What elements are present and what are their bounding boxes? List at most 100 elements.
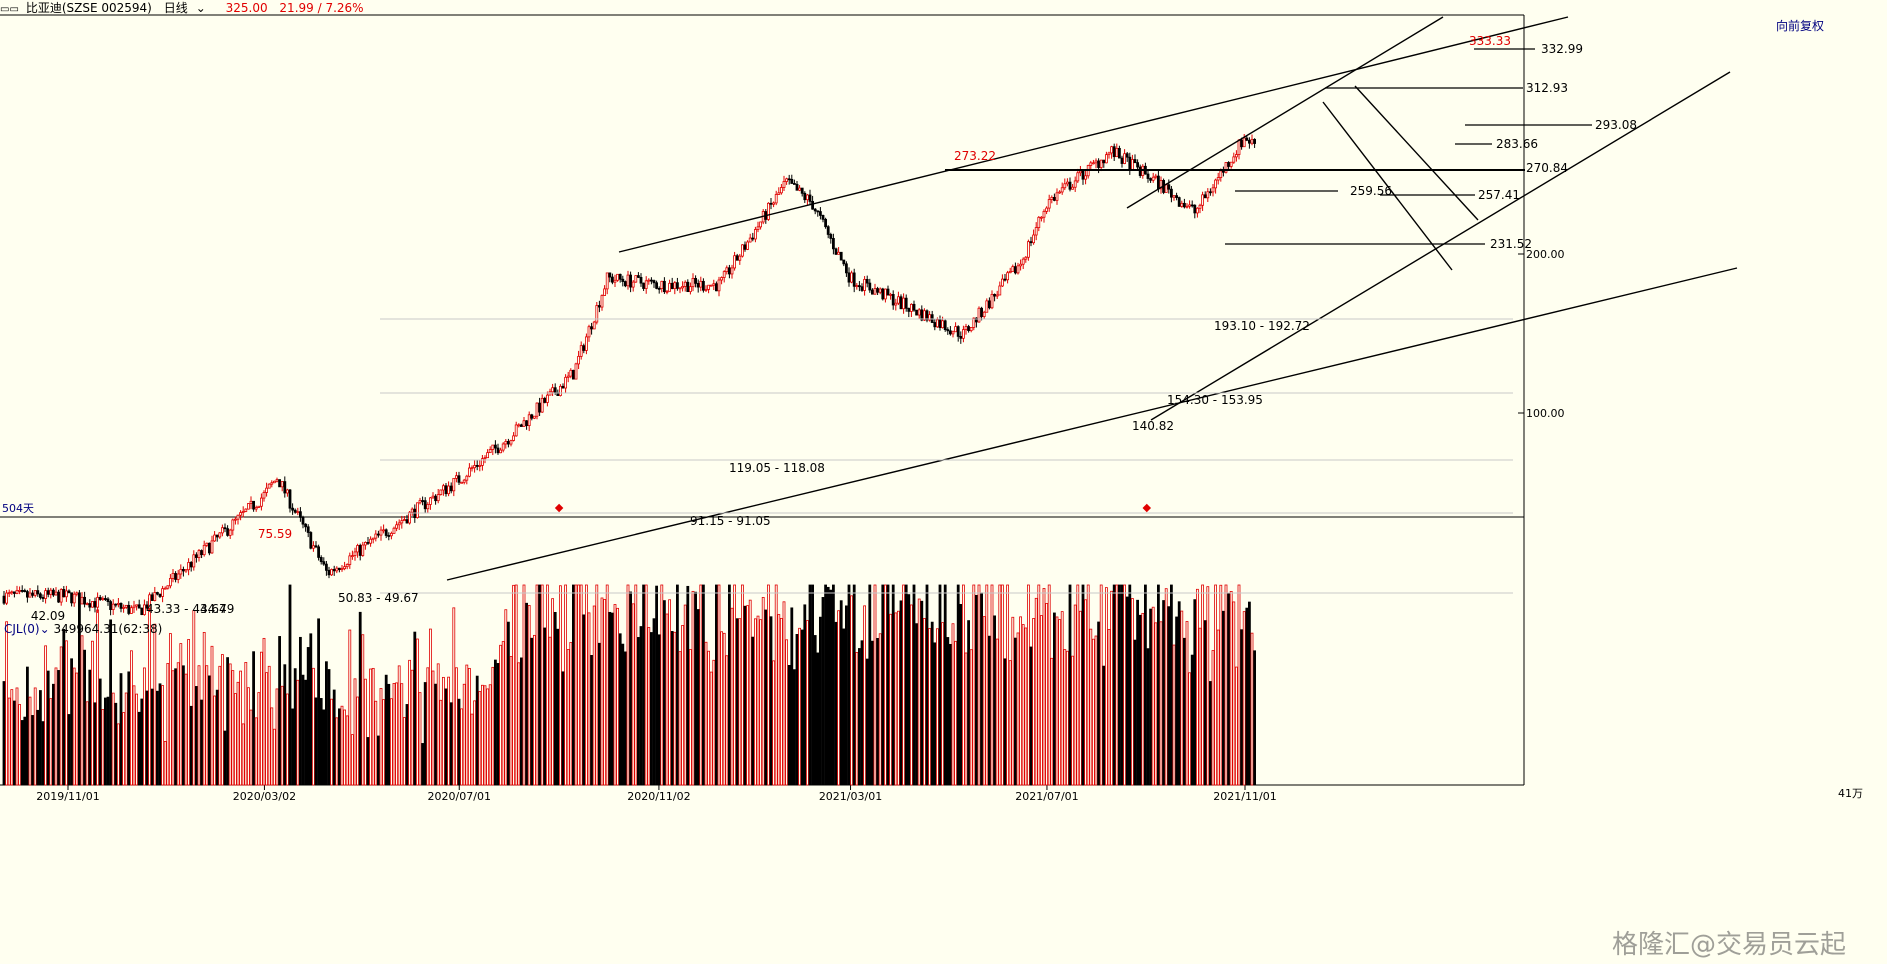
volume-bar [1042, 588, 1046, 786]
candle-body [673, 282, 677, 290]
candle-body [293, 509, 297, 513]
window-menu-icon[interactable]: ▭▭ [0, 4, 19, 15]
volume-bar [1089, 628, 1093, 786]
candle-body [1235, 154, 1238, 158]
volume-bar [800, 629, 804, 786]
volume-bar [207, 675, 211, 786]
candle-body [181, 568, 185, 572]
zone-label-3: 91.15 - 91.05 [690, 514, 771, 528]
candle-body [699, 280, 703, 288]
period-selector[interactable]: 日线 ⌄ [164, 1, 214, 15]
volume-bar [239, 670, 243, 786]
volume-bar [579, 584, 583, 786]
candle-body [1123, 153, 1126, 164]
volume-bar [902, 584, 905, 786]
candle-body [135, 604, 139, 607]
candle-body [415, 502, 419, 519]
candle-body [265, 487, 269, 493]
candle-body [7, 592, 11, 595]
volume-bar [249, 709, 253, 786]
volume-bar [1193, 599, 1197, 786]
candle-body [1060, 187, 1064, 193]
candle-body [493, 444, 497, 449]
volume-bar [1066, 650, 1069, 786]
level-label-7: 231.52 [1490, 237, 1532, 251]
volume-bar [746, 605, 749, 786]
candle-body [509, 440, 513, 445]
candle-body [483, 457, 487, 460]
candle-body [512, 435, 515, 441]
candle-body [1248, 139, 1251, 144]
volume-bar [358, 611, 362, 786]
candle-body [717, 279, 721, 292]
volume-bar [114, 702, 118, 786]
candle-body [283, 481, 287, 494]
volume-indicator[interactable]: CJL(0) [4, 622, 40, 636]
candle-body [868, 282, 872, 291]
candle-body [795, 183, 799, 191]
candle-body [824, 218, 827, 228]
candle-body [1110, 146, 1113, 154]
candle-body [595, 305, 599, 323]
candle-body [52, 589, 55, 596]
volume-bar [694, 591, 697, 786]
candle-body [327, 569, 331, 576]
volume-bar [777, 614, 781, 786]
candle-body [605, 272, 609, 290]
volume-bar [821, 597, 825, 786]
volume-bar [1099, 584, 1103, 786]
volume-bar [637, 637, 640, 786]
candle-body [793, 183, 796, 185]
volume-bar [52, 683, 55, 786]
candle-body [821, 215, 825, 220]
candle-body [171, 573, 175, 579]
volume-bar [187, 639, 191, 786]
level-label-5: 259.56 [1350, 184, 1392, 198]
volume-bar [572, 584, 575, 786]
channel-lower-line [446, 267, 1738, 581]
candle-body [1055, 192, 1059, 201]
volume-bar [62, 629, 66, 786]
candle-body [348, 555, 352, 565]
volume-bar [798, 627, 801, 786]
volume-bar [301, 674, 305, 786]
volume-bar [982, 616, 986, 786]
volume-bar [441, 676, 445, 786]
candle-body [657, 288, 661, 290]
candle-body [41, 597, 45, 599]
volume-bar [1235, 666, 1238, 786]
volume-bar [356, 696, 360, 786]
candle-body [197, 550, 201, 558]
candle-body [1185, 205, 1189, 208]
volume-bar [101, 709, 105, 786]
volume-bar [371, 667, 375, 786]
volume-bar [111, 692, 115, 786]
volume-bar [220, 654, 224, 786]
candle-body [218, 532, 222, 538]
candle-body [168, 577, 172, 587]
candle-body [62, 589, 66, 598]
volume-bar [977, 584, 981, 786]
volume-bar [512, 584, 515, 786]
volume-bar [1115, 584, 1119, 786]
volume-bar [1123, 584, 1126, 786]
adjust-mode[interactable]: 向前复权 [1776, 19, 1825, 33]
volume-bar [452, 607, 456, 786]
candle-body [59, 589, 63, 603]
volume-bar [254, 717, 258, 786]
candle-body [964, 326, 968, 331]
candle-body [1201, 194, 1204, 206]
volume-bar [413, 631, 417, 786]
volume-bar [769, 616, 773, 786]
candle-body [1112, 146, 1116, 158]
candle-body [652, 280, 656, 284]
volume-bar [161, 685, 165, 786]
volume-bar [1157, 584, 1160, 786]
volume-bar [1034, 597, 1038, 786]
candle-body [847, 272, 851, 283]
candle-body [1107, 152, 1111, 156]
candle-body [561, 385, 565, 389]
volume-bar [1232, 601, 1236, 786]
candle-body [1198, 204, 1202, 209]
peak-label-0: 75.59 [258, 527, 292, 541]
